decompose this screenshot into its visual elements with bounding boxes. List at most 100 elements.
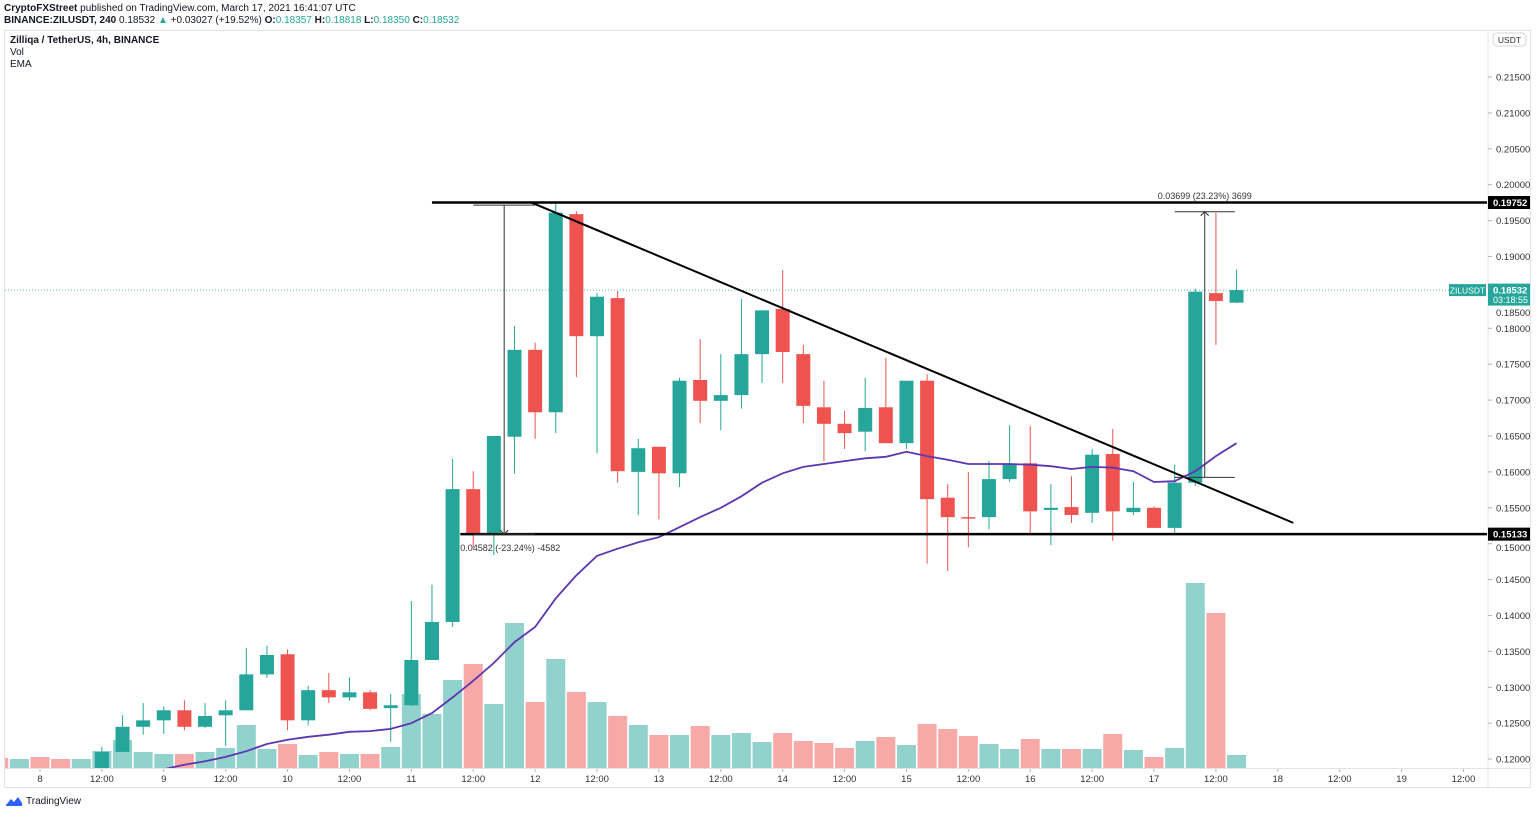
candle-body[interactable] (404, 660, 419, 706)
candle-body[interactable] (218, 710, 233, 716)
candle-body[interactable] (651, 446, 666, 474)
volume-bar (938, 729, 958, 768)
volume-bar (1185, 583, 1205, 768)
last-price: 0.18532 (119, 15, 156, 26)
candle-body[interactable] (1147, 507, 1162, 528)
candle-body[interactable] (1043, 507, 1058, 510)
candle-body[interactable] (755, 310, 770, 355)
measure-arrow-icon (499, 529, 509, 535)
candle-body[interactable] (1085, 454, 1100, 513)
candle-body[interactable] (321, 690, 336, 698)
volume-bar (1123, 750, 1143, 768)
symbol-interval: BINANCE:ZILUSDT, 240 (4, 15, 117, 26)
candle-body[interactable] (1064, 507, 1079, 515)
volume-bar (30, 757, 50, 768)
candle-body[interactable] (280, 654, 295, 721)
candle-body[interactable] (878, 407, 893, 444)
candle-body[interactable] (1105, 453, 1120, 512)
candle-body[interactable] (383, 705, 398, 709)
candle-body[interactable] (1002, 464, 1017, 480)
tradingview-logo[interactable]: TradingView (5, 795, 81, 807)
price-tick-label: 0.21000 (1496, 108, 1530, 119)
time-axis[interactable]: 8 12:00 9 12:00 10 12:00 11 12:00 12 12:00 13 12:00… (37, 769, 1475, 785)
volume-bar (401, 694, 421, 768)
volume-bar (443, 680, 463, 768)
legend-ema[interactable]: EMA (10, 59, 32, 70)
candle-body[interactable] (693, 379, 708, 401)
currency-badge[interactable] (1492, 32, 1527, 47)
time-tick-label: 10 (282, 774, 293, 785)
candle-body[interactable] (816, 407, 831, 424)
trendline[interactable] (529, 201, 1294, 524)
time-tick-label: 12:00 (1204, 774, 1228, 785)
candle-body[interactable] (156, 710, 171, 721)
candle-body[interactable] (115, 726, 130, 752)
volume-bar (1000, 749, 1020, 768)
time-tick-label: 12:00 (214, 774, 238, 785)
candle-body[interactable] (1188, 291, 1203, 483)
candle-body[interactable] (424, 621, 439, 661)
candle-body[interactable] (1167, 482, 1182, 528)
ema-line[interactable] (164, 442, 1237, 769)
candle-body[interactable] (940, 497, 955, 518)
candle-body[interactable] (94, 751, 109, 769)
candle-body[interactable] (734, 354, 749, 396)
volume-bar (587, 702, 607, 768)
price-tick-label: 0.20000 (1496, 180, 1530, 191)
volume-bar (855, 741, 875, 768)
candle-body[interactable] (363, 692, 378, 709)
candle-body[interactable] (507, 349, 522, 437)
volume-bar (422, 714, 442, 768)
drawings[interactable]: 0.04582 (-23.24%) -4582 0.03699 (23.23%) … (431, 191, 1487, 553)
candle-body[interactable] (610, 298, 625, 472)
candle-body[interactable] (981, 479, 996, 518)
legend-vol[interactable]: Vol (10, 47, 24, 58)
candle-body[interactable] (177, 710, 192, 727)
candle-body[interactable] (590, 296, 605, 337)
high-label: H: (314, 15, 326, 26)
candle-body[interactable] (775, 308, 790, 352)
symbol-info: BINANCE:ZILUSDT, 240 0.18532 ▲ +0.03027 … (4, 15, 459, 26)
time-tick-label: 12:00 (1080, 774, 1104, 785)
volume-bar (690, 726, 710, 768)
candle-body[interactable] (548, 212, 563, 413)
candle-body[interactable] (466, 489, 481, 533)
time-tick-label: 14 (777, 774, 788, 785)
candle-body[interactable] (1023, 463, 1038, 512)
candle-body[interactable] (672, 380, 687, 474)
symbol-tag-label: ZILUSDT (1450, 286, 1485, 296)
up-triangle-icon: ▲ (157, 15, 168, 26)
chart-frame (4, 30, 1531, 788)
candle-body[interactable] (1126, 507, 1141, 513)
candle-body[interactable] (796, 354, 811, 406)
volume-bar (1062, 749, 1081, 768)
candle-body[interactable] (1208, 293, 1223, 302)
candle-body[interactable] (713, 395, 728, 401)
candle-body[interactable] (301, 690, 316, 721)
candle-body[interactable] (342, 692, 357, 698)
candle-body[interactable] (259, 654, 274, 675)
price-axis[interactable]: 0.21500 0.21000 0.20500 0.20000 0.19500 0.190… (1449, 32, 1530, 766)
candle-body[interactable] (631, 448, 646, 472)
volume-bar (1144, 757, 1164, 768)
candle-body[interactable] (920, 380, 935, 500)
candle-body[interactable] (1229, 290, 1244, 303)
candle-body[interactable] (486, 436, 501, 533)
volume-bar (216, 748, 236, 768)
time-tick-label: 13 (654, 774, 665, 785)
candle-body[interactable] (837, 423, 852, 434)
tradingview-logo-icon (6, 797, 22, 806)
candle-body[interactable] (569, 214, 584, 337)
candle-body[interactable] (858, 407, 873, 432)
candle-body[interactable] (445, 489, 460, 622)
candle-body[interactable] (899, 380, 914, 444)
publish-info: CryptoFXStreet published on TradingView.… (4, 3, 356, 14)
time-tick-label: 19 (1396, 774, 1407, 785)
candle-body[interactable] (961, 517, 976, 519)
volume-bar (917, 724, 937, 768)
candle-body[interactable] (528, 349, 543, 413)
candle-body[interactable] (198, 716, 213, 727)
candle-body[interactable] (136, 720, 151, 727)
candle-body[interactable] (239, 674, 254, 711)
